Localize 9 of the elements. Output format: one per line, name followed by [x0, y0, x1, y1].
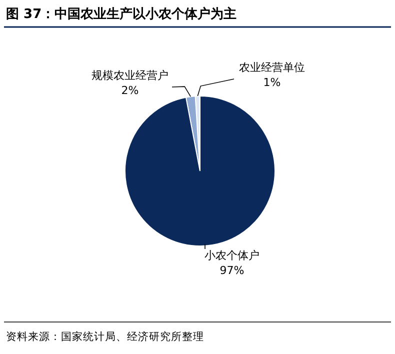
text: 资料来源：国家统计局、经济研究所整理	[6, 330, 204, 343]
slice-label: 规模农业经营户	[92, 69, 168, 82]
pie-slice	[124, 96, 276, 246]
data-label: 2%	[121, 84, 139, 97]
slice-label: 农业经营单位	[239, 61, 305, 74]
slice-label: 小农个体户	[204, 249, 260, 262]
chart-title: 图 37：中国农业生产以小农个体户为主	[6, 6, 237, 22]
data-label: 97%	[220, 264, 244, 277]
data-label: 1%	[263, 76, 281, 89]
